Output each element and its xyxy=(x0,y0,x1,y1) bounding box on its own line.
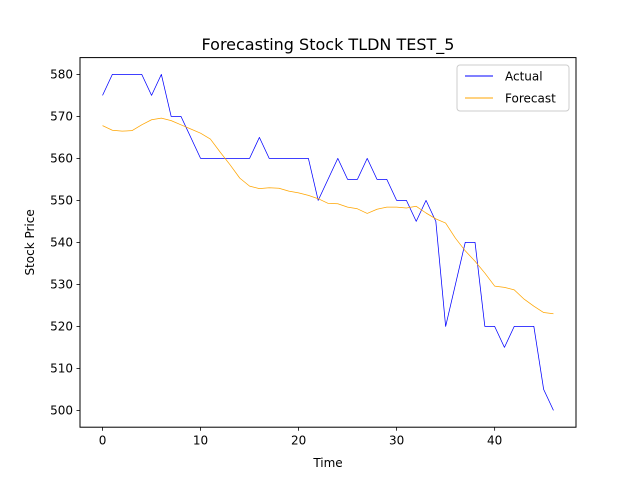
series-line-forecast xyxy=(102,117,554,315)
y-tick-label: 550 xyxy=(50,194,73,208)
y-tick-label: 500 xyxy=(50,404,73,418)
chart-title: Forecasting Stock TLDN TEST_5 xyxy=(202,35,455,55)
legend-label-forecast: Forecast xyxy=(505,92,556,106)
legend-label-actual: Actual xyxy=(505,70,543,84)
y-tick-label: 510 xyxy=(50,362,73,376)
series-layer xyxy=(102,74,554,411)
x-tick-label: 20 xyxy=(291,434,306,448)
x-tick-label: 30 xyxy=(389,434,404,448)
y-tick-label: 540 xyxy=(50,236,73,250)
series-line-actual xyxy=(102,74,554,411)
y-tick-label: 570 xyxy=(50,110,73,124)
x-tick-label: 40 xyxy=(487,434,502,448)
legend: Actual Forecast xyxy=(456,64,570,112)
x-axis: 0 10 20 30 40 xyxy=(99,427,502,448)
y-tick-label: 580 xyxy=(50,68,73,82)
y-tick-label: 530 xyxy=(50,278,73,292)
y-tick-label: 560 xyxy=(50,152,73,166)
plot-frame xyxy=(79,57,577,428)
y-axis: 500 510 520 530 540 550 560 570 580 xyxy=(50,68,80,418)
y-tick-label: 520 xyxy=(50,320,73,334)
y-axis-label: Stock Price xyxy=(23,209,37,275)
x-axis-label: Time xyxy=(312,456,342,470)
x-tick-label: 0 xyxy=(99,434,107,448)
x-tick-label: 10 xyxy=(193,434,208,448)
